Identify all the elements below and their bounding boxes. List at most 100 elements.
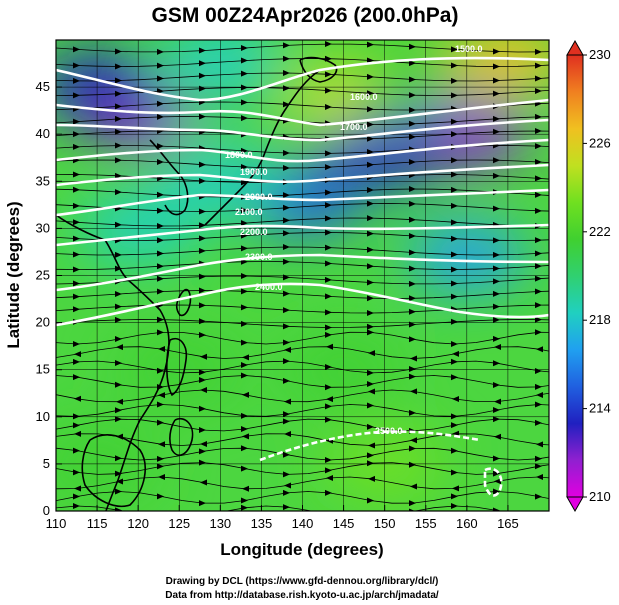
- wind-arrow: [242, 485, 249, 492]
- wind-arrow: [241, 497, 248, 504]
- wind-arrow: [157, 250, 164, 257]
- wind-arrow: [284, 430, 291, 437]
- streamline: [56, 375, 549, 388]
- contour-label: 1600.0: [350, 92, 378, 102]
- wind-arrow: [73, 447, 80, 454]
- wind-arrow: [451, 171, 458, 178]
- plot-area: 1500.0 1600.0 1700.0 1800.0 1900.0 2000.0 2100…: [56, 40, 549, 533]
- wind-arrow: [535, 302, 542, 309]
- wind-arrow: [409, 336, 416, 343]
- wind-arrow: [200, 353, 207, 360]
- wind-arrow: [241, 220, 248, 227]
- contour-line: [259, 430, 481, 462]
- wind-arrow: [451, 92, 458, 99]
- wind-arrow: [157, 329, 164, 336]
- contour-label: 1900.0: [240, 167, 268, 177]
- wind-arrow: [325, 71, 332, 78]
- x-tick-label: 140: [292, 516, 314, 531]
- wind-arrow: [535, 463, 542, 470]
- wind-arrow: [115, 470, 122, 477]
- wind-arrow: [325, 150, 332, 157]
- wind-arrow: [73, 171, 80, 178]
- wind-arrow: [242, 391, 249, 398]
- wind-arrow: [367, 187, 374, 194]
- x-tick-label: 120: [127, 516, 149, 531]
- streamline: [56, 246, 549, 256]
- wind-arrow: [367, 161, 374, 168]
- wind-arrow: [367, 200, 374, 207]
- wind-arrow: [284, 346, 291, 353]
- wind-arrow: [325, 215, 332, 222]
- wind-arrow: [535, 143, 542, 150]
- wind-arrow: [157, 263, 164, 270]
- credit-data: Data from http://database.rish.kyoto-u.a…: [165, 590, 439, 601]
- streamline: [56, 130, 549, 140]
- contour-labels: 1500.0 1600.0 1700.0 1800.0 1900.0 2000.0 2100…: [225, 44, 483, 436]
- wind-arrow: [157, 113, 164, 120]
- wind-arrow: [200, 520, 207, 526]
- wind-arrow: [367, 381, 374, 388]
- x-tick-label: 110: [46, 516, 67, 531]
- wind-arrow: [241, 245, 248, 252]
- wind-arrow: [283, 418, 290, 425]
- coastline-mindanao: [169, 418, 194, 456]
- wind-arrow: [157, 143, 164, 150]
- wind-arrow: [451, 157, 458, 164]
- colorbar-min-triangle: [566, 496, 584, 513]
- wind-arrow: [283, 55, 290, 62]
- y-tick-label: 45: [36, 79, 50, 94]
- wind-arrow: [326, 343, 333, 350]
- wind-arrow: [325, 260, 332, 267]
- wind-arrow: [115, 189, 122, 196]
- x-tick-label: 160: [456, 516, 478, 531]
- wind-arrow: [73, 143, 80, 150]
- wind-arrow: [157, 191, 164, 198]
- wind-arrow: [199, 47, 206, 54]
- wind-arrow: [409, 321, 416, 328]
- wind-arrow: [493, 205, 500, 212]
- coastline-borneo: [81, 434, 146, 507]
- wind-arrow: [536, 346, 543, 353]
- wind-arrow: [283, 274, 290, 281]
- wind-arrow: [325, 467, 332, 474]
- wind-arrow: [115, 507, 122, 511]
- wind-arrow: [241, 115, 248, 122]
- wind-arrow: [241, 320, 248, 327]
- wind-arrow: [241, 288, 248, 295]
- wind-arrow: [409, 280, 416, 287]
- colorbar-tick-label: 214: [589, 401, 611, 416]
- wind-arrow: [73, 306, 80, 313]
- chart-title: GSM 00Z24Apr2026 (200.0hPa): [152, 4, 459, 27]
- wind-arrow: [367, 279, 374, 286]
- wind-arrow: [157, 383, 164, 390]
- wind-arrow: [452, 485, 459, 492]
- wind-arrow: [535, 329, 542, 336]
- wind-arrow: [367, 246, 374, 253]
- streamline: [56, 462, 549, 475]
- colorbar-bar: [566, 54, 584, 498]
- wind-arrow: [451, 503, 458, 510]
- wind-arrow: [158, 527, 165, 533]
- wind-arrow: [535, 113, 542, 120]
- wind-arrow: [115, 303, 122, 310]
- wind-arrow: [73, 92, 80, 99]
- wind-arrow: [367, 57, 374, 64]
- wind-arrow: [535, 455, 542, 462]
- wind-arrow: [367, 121, 374, 128]
- contour-line: [483, 467, 503, 497]
- wind-arrow: [325, 456, 332, 463]
- x-tick-label: 130: [209, 516, 231, 531]
- wind-arrow: [409, 120, 416, 127]
- wind-arrow: [241, 44, 248, 51]
- wind-arrow: [494, 398, 501, 405]
- wind-arrow: [535, 367, 542, 374]
- wind-arrow: [157, 48, 164, 55]
- wind-arrow: [157, 514, 164, 520]
- wind-arrow: [115, 103, 122, 110]
- wind-arrow: [325, 416, 332, 423]
- x-tick-label: 155: [415, 516, 437, 531]
- colorbar-tick-label: 222: [589, 224, 611, 239]
- wind-arrow: [74, 395, 81, 402]
- wind-arrow: [535, 237, 542, 244]
